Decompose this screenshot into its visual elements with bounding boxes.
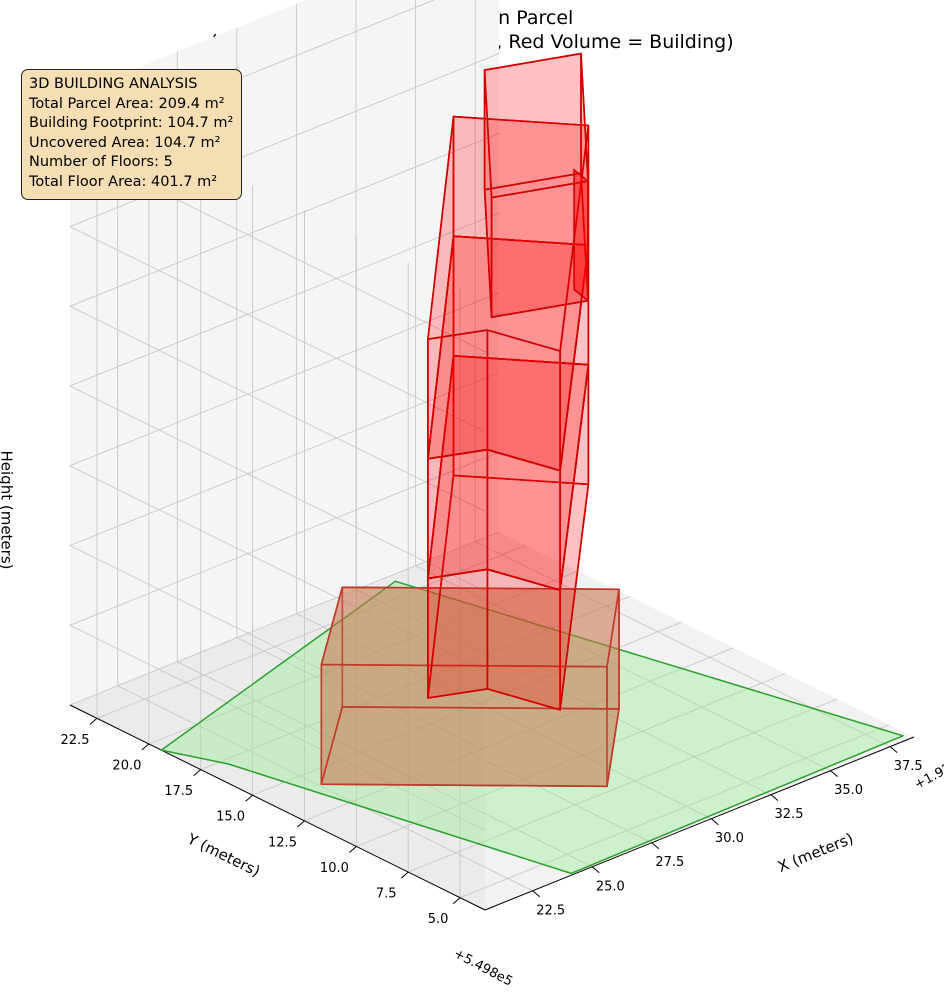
x-tick-label: 30.0 <box>715 831 744 846</box>
y-tick-mark <box>400 871 409 879</box>
info-building-footprint: Building Footprint: 104.7 m² <box>29 115 234 132</box>
x-axis-title: X (meters) <box>775 829 856 876</box>
y-axis-line <box>69 704 486 911</box>
floor-5-volume <box>483 172 589 319</box>
x-tick-mark <box>651 842 660 850</box>
floor-2-volume <box>427 474 590 711</box>
z-grid-line <box>68 132 500 512</box>
x-tick-mark <box>591 866 600 874</box>
y-tick-mark <box>452 897 461 905</box>
floor-1-volume <box>320 706 620 788</box>
y-tick-label: 20.0 <box>112 759 141 774</box>
x-tick-label: 25.0 <box>596 879 625 894</box>
z-grid-line <box>68 372 500 751</box>
y-tick-mark <box>89 717 98 725</box>
info-number-of-floors: Number of Floors: 5 <box>29 154 173 171</box>
info-heading: 3D BUILDING ANALYSIS <box>29 76 198 92</box>
y-tick-label: 7.5 <box>376 887 397 902</box>
x-tick-mark <box>711 818 719 826</box>
y-tick-mark <box>297 820 305 828</box>
x-tick-label: 32.5 <box>775 807 804 822</box>
y-tick-label: 22.5 <box>61 733 90 748</box>
info-total-floor-area: Total Floor Area: 401.7 m² <box>29 173 218 190</box>
x-tick-mark <box>532 890 540 898</box>
floor-1-volume <box>320 586 620 668</box>
axis-lines <box>69 704 915 911</box>
info-total-parcel-area: Total Parcel Area: 209.4 m² <box>29 95 225 112</box>
x-tick-mark <box>889 746 898 753</box>
parcel-platform <box>160 580 904 875</box>
floor-3-volume <box>427 354 590 592</box>
roof-fin <box>573 168 589 303</box>
y-offset-label: +5.498e5 <box>451 946 515 989</box>
z-grid-line <box>68 53 500 433</box>
y-tick-label: 15.0 <box>216 810 245 825</box>
y-tick-label: 17.5 <box>164 784 193 799</box>
y-tick-mark <box>193 769 202 776</box>
x-tick-mark <box>770 794 779 802</box>
z-grid-line <box>68 292 500 672</box>
floor-5-volume <box>483 52 589 199</box>
floor-4-volume <box>427 115 590 352</box>
x-tick-label: 35.0 <box>834 783 863 798</box>
x-tick-mark <box>830 770 838 778</box>
y-tick-label: 12.5 <box>268 835 297 850</box>
analysis-info-box: 3D BUILDING ANALYSIS Total Parcel Area: … <box>21 69 243 200</box>
y-tick-label: 10.0 <box>320 861 349 876</box>
z-grid-line <box>68 212 500 592</box>
y-tick-mark <box>349 846 357 853</box>
y-tick-mark <box>245 794 253 802</box>
chart-geometry <box>160 52 904 875</box>
z-axis-title: Height (meters) <box>0 451 16 570</box>
info-uncovered-area: Uncovered Area: 104.7 m² <box>29 134 221 151</box>
x-tick-label: 27.5 <box>655 855 684 870</box>
y-tick-label: 5.0 <box>428 912 449 927</box>
z-grid-line <box>68 451 500 831</box>
x-axis-line <box>484 736 915 911</box>
y-axis-title: Y (meters) <box>184 829 263 880</box>
floor-4-volume <box>427 235 590 472</box>
x-tick-label: 22.5 <box>536 903 565 918</box>
x-tick-label: 37.5 <box>894 759 923 774</box>
y-tick-mark <box>141 743 150 751</box>
